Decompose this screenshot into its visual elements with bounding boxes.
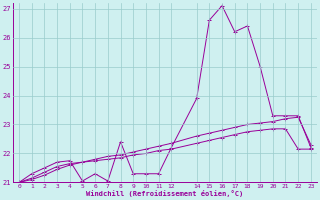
X-axis label: Windchill (Refroidissement éolien,°C): Windchill (Refroidissement éolien,°C) (86, 190, 244, 197)
